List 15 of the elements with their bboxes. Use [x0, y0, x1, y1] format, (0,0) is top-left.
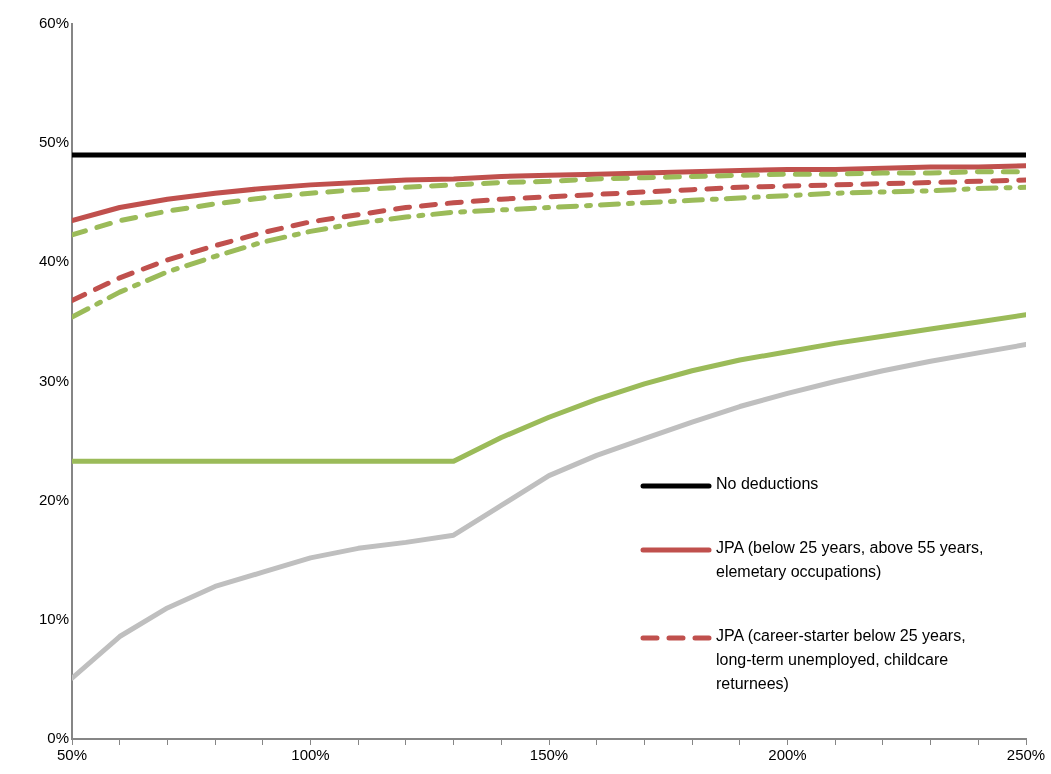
y-tick-label: 20%: [38, 490, 69, 508]
y-tick-label: 50%: [38, 133, 69, 151]
y-tick-label: 10%: [38, 609, 69, 627]
x-tick-label: 250%: [1006, 746, 1046, 764]
x-tick-label: 50%: [56, 746, 88, 764]
y-tick-label: 30%: [38, 371, 69, 389]
x-tick-label: 100%: [291, 746, 330, 764]
legend-label: JPA (career-starter below 25 years, long-term unemployed, childcare returnees): [716, 626, 967, 694]
y-tick-label: 60%: [38, 14, 69, 32]
y-tick-label: 0%: [47, 729, 69, 747]
x-tick-label: 200%: [768, 746, 807, 764]
y-tick-label: 40%: [38, 252, 69, 270]
legend-label: JPA (below 25 years, above 55 years, elemetary occupations): [716, 538, 985, 582]
x-tick-label: 150%: [529, 746, 569, 764]
legend-label: No deductions: [716, 474, 819, 494]
